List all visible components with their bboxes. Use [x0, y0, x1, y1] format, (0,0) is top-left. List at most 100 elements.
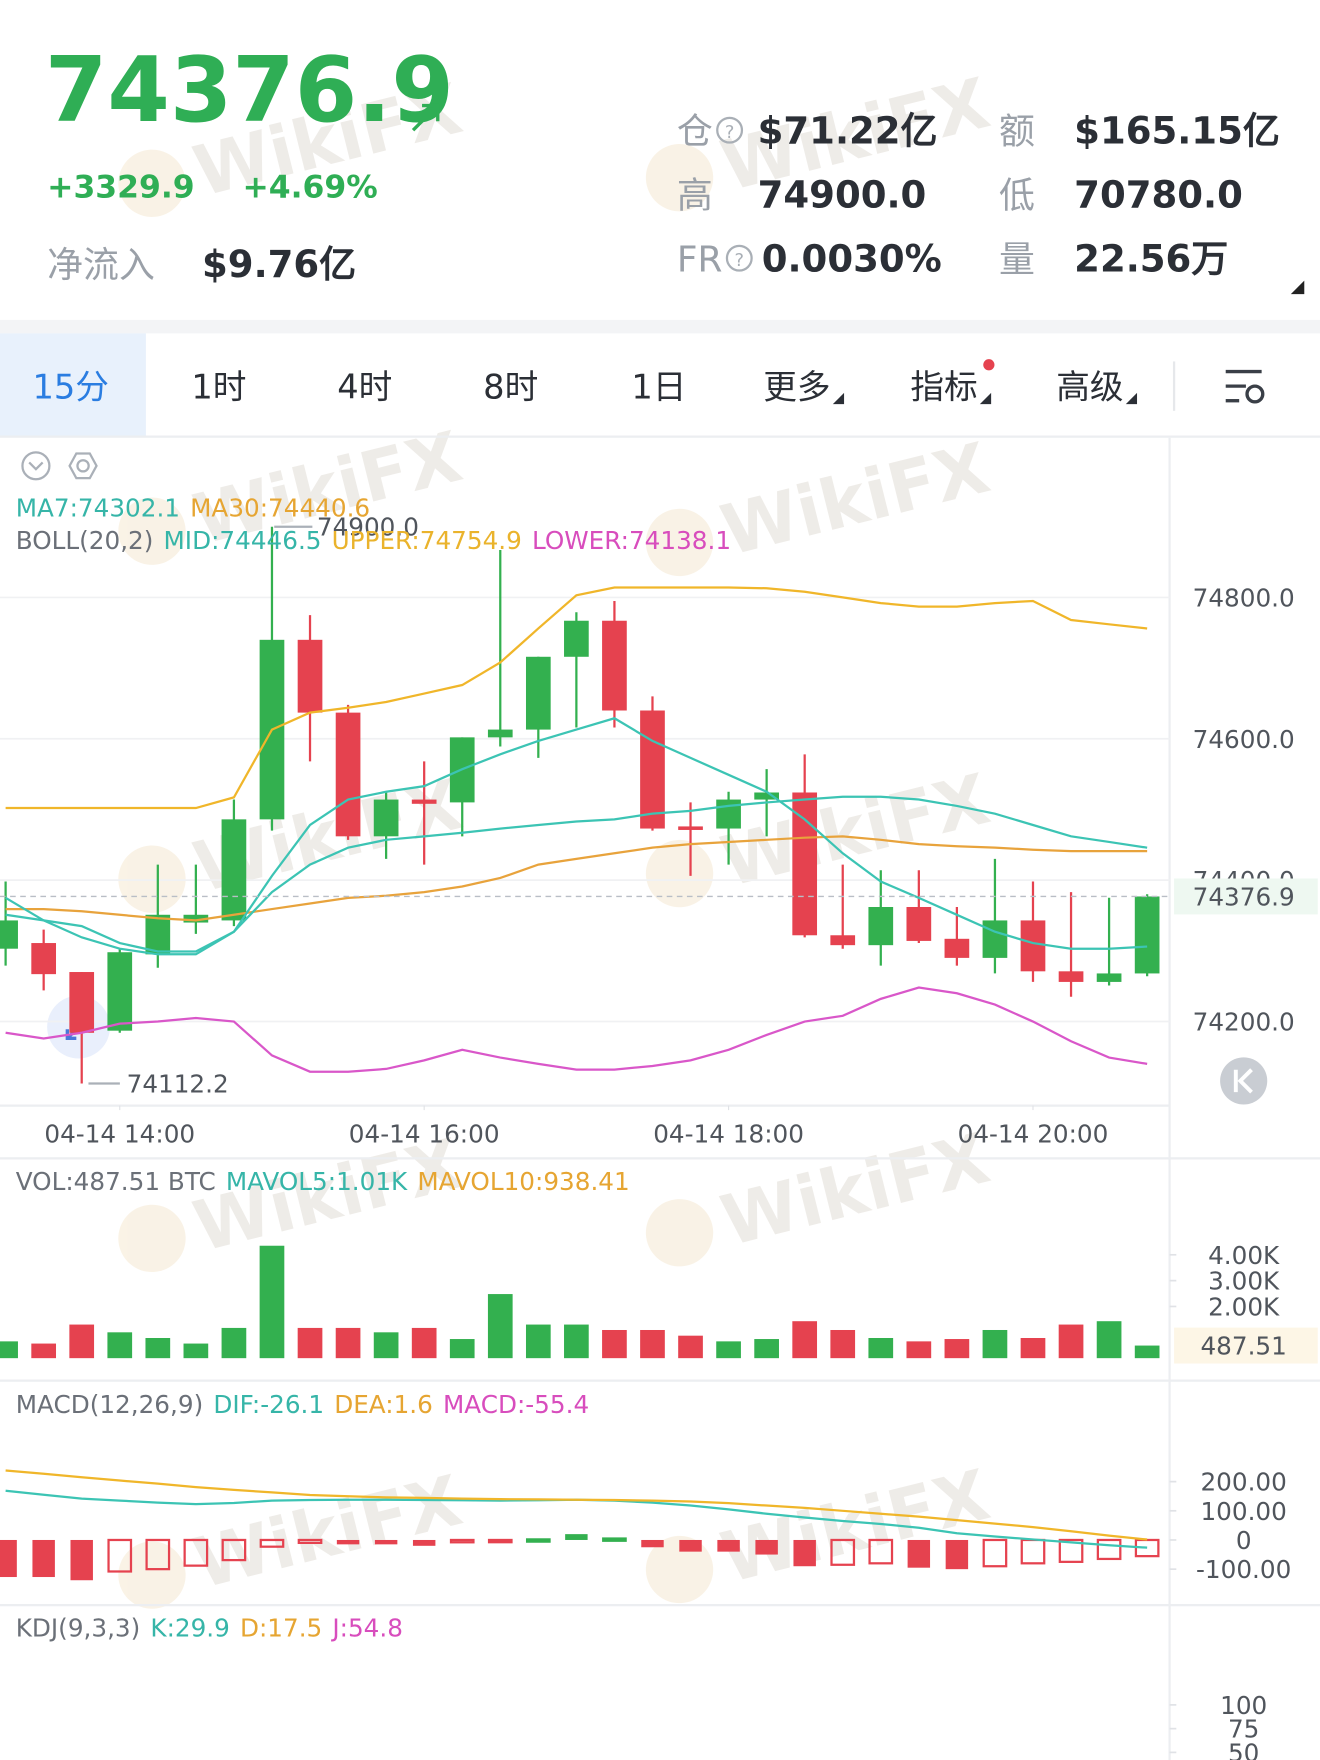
- price-arrow: [411, 103, 440, 132]
- indicator-label: VOL:487.51 BTC: [16, 1167, 216, 1196]
- tab[interactable]: 1日: [631, 367, 686, 406]
- volume-bar: [1020, 1338, 1046, 1359]
- low-label: 74112.2: [127, 1070, 229, 1099]
- collapse-icon[interactable]: [21, 451, 51, 481]
- tab[interactable]: 1时: [191, 367, 246, 406]
- stat-label: 额: [999, 112, 1035, 153]
- candle-body: [1134, 896, 1160, 974]
- macd-bar: [107, 1538, 133, 1573]
- volume-bar: [335, 1327, 361, 1359]
- stat-label: 量: [999, 240, 1035, 281]
- macd-bar: [221, 1538, 247, 1562]
- candle-body: [183, 914, 209, 923]
- indicator-label: MAVOL10:938.41: [417, 1167, 629, 1196]
- indicator-line: [5, 1469, 1148, 1541]
- candle-body: [640, 710, 665, 829]
- indicator-settings-icon[interactable]: [68, 452, 98, 480]
- tab-label: 指标: [910, 367, 977, 406]
- current-volume-tag: [1174, 1327, 1318, 1364]
- volume-bar: [487, 1294, 513, 1359]
- macd-bar: [793, 1539, 816, 1567]
- candle-body: [944, 938, 970, 958]
- tab[interactable]: 指标: [910, 359, 995, 406]
- volume-bar: [1058, 1324, 1084, 1359]
- indicator-label: J:54.8: [330, 1614, 403, 1643]
- tab[interactable]: 更多: [763, 367, 845, 406]
- tab[interactable]: 4时: [337, 367, 392, 406]
- watermark-logo: [645, 839, 714, 908]
- scroll-to-latest-button[interactable]: [1220, 1057, 1268, 1105]
- tab[interactable]: 高级: [1056, 367, 1138, 406]
- volume-bar: [944, 1339, 970, 1359]
- indicator-label: MACD:-55.4: [443, 1390, 589, 1419]
- chart-settings-icon[interactable]: [1225, 369, 1265, 404]
- volume-bar: [525, 1324, 551, 1359]
- candle-body: [411, 799, 437, 804]
- macd-bar: [1096, 1538, 1122, 1561]
- tab[interactable]: 15分: [0, 333, 146, 436]
- macd-bar: [259, 1538, 285, 1548]
- volume-bar: [449, 1339, 475, 1359]
- indicator-line: [5, 986, 1148, 1073]
- candle-body: [830, 935, 856, 946]
- dropdown-caret: [1125, 392, 1138, 405]
- macd-bar: [830, 1538, 856, 1566]
- volume-bar: [145, 1338, 171, 1359]
- volume-bar: [792, 1321, 818, 1359]
- macd-bar: [907, 1539, 931, 1568]
- macd-bar: [525, 1538, 551, 1543]
- stat-label: 仓: [677, 112, 713, 153]
- candle-body: [1096, 973, 1122, 982]
- indicator-label: MACD(12,26,9): [16, 1390, 204, 1419]
- macd-bar: [32, 1539, 55, 1578]
- watermark-logo: [118, 497, 186, 565]
- volume-bar: [982, 1329, 1008, 1359]
- candle-body: [982, 920, 1008, 958]
- macd-bar: [641, 1539, 664, 1548]
- candle-body: [1020, 920, 1046, 972]
- y-tick-label: 100: [1220, 1691, 1267, 1720]
- volume-bar: [221, 1327, 247, 1359]
- watermark-logo: [118, 1204, 186, 1273]
- stat-label: FR: [677, 240, 723, 281]
- watermark-logo: [645, 508, 714, 577]
- volume-bar: [297, 1327, 323, 1359]
- last-price: 74376.9: [45, 39, 454, 143]
- price-change-percent: +4.69%: [242, 170, 377, 206]
- x-tick-label: 04-14 14:00: [44, 1120, 195, 1149]
- macd-bar: [145, 1538, 171, 1571]
- stat-value: 0.0030%: [762, 238, 942, 281]
- candle-body: [678, 826, 703, 830]
- volume-bar: [107, 1332, 133, 1359]
- tab-label: 1日: [631, 367, 686, 406]
- macd-bar: [679, 1539, 702, 1552]
- info-icon[interactable]: [716, 116, 744, 144]
- volume-bar: [259, 1245, 285, 1359]
- indicator-line: [5, 717, 1148, 956]
- high-label: 74900.0: [317, 513, 419, 542]
- volume-bar: [564, 1324, 589, 1359]
- volume-bar: [716, 1341, 741, 1359]
- candle-body: [754, 792, 779, 800]
- macd-bar: [565, 1534, 588, 1540]
- tab[interactable]: 8时: [483, 367, 538, 406]
- macd-bar: [717, 1539, 740, 1552]
- macd-bar: [602, 1537, 627, 1542]
- y-tick-label: 74600.0: [1193, 725, 1295, 754]
- volume-bar: [868, 1338, 894, 1359]
- tab-label: 15分: [32, 367, 108, 406]
- x-tick-label: 04-14 16:00: [349, 1120, 500, 1149]
- indicator-label: MAVOL5:1.01K: [226, 1167, 408, 1196]
- stat-label: 低: [999, 176, 1035, 217]
- info-icon[interactable]: [725, 244, 753, 272]
- x-tick-label: 04-14 18:00: [653, 1120, 804, 1149]
- net-inflow-label: 净流入: [47, 245, 155, 286]
- indicator-label: KDJ(9,3,3): [16, 1614, 141, 1643]
- macd-bar: [449, 1538, 475, 1544]
- candle-body: [792, 792, 818, 936]
- volume-bar: [1096, 1321, 1122, 1359]
- candle-body: [1058, 971, 1084, 982]
- candle-body: [69, 972, 95, 1033]
- x-tick-label: 04-14 20:00: [958, 1120, 1109, 1149]
